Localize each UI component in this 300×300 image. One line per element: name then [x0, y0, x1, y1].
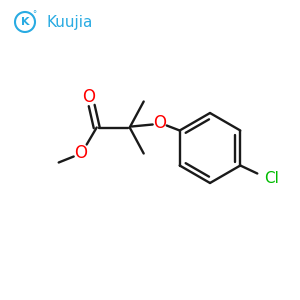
Text: °: ° [32, 11, 36, 20]
Text: Cl: Cl [264, 171, 279, 186]
Text: O: O [74, 143, 87, 161]
Text: K: K [21, 17, 29, 27]
Text: O: O [82, 88, 95, 106]
Text: Kuujia: Kuujia [47, 14, 93, 29]
Text: O: O [153, 113, 166, 131]
